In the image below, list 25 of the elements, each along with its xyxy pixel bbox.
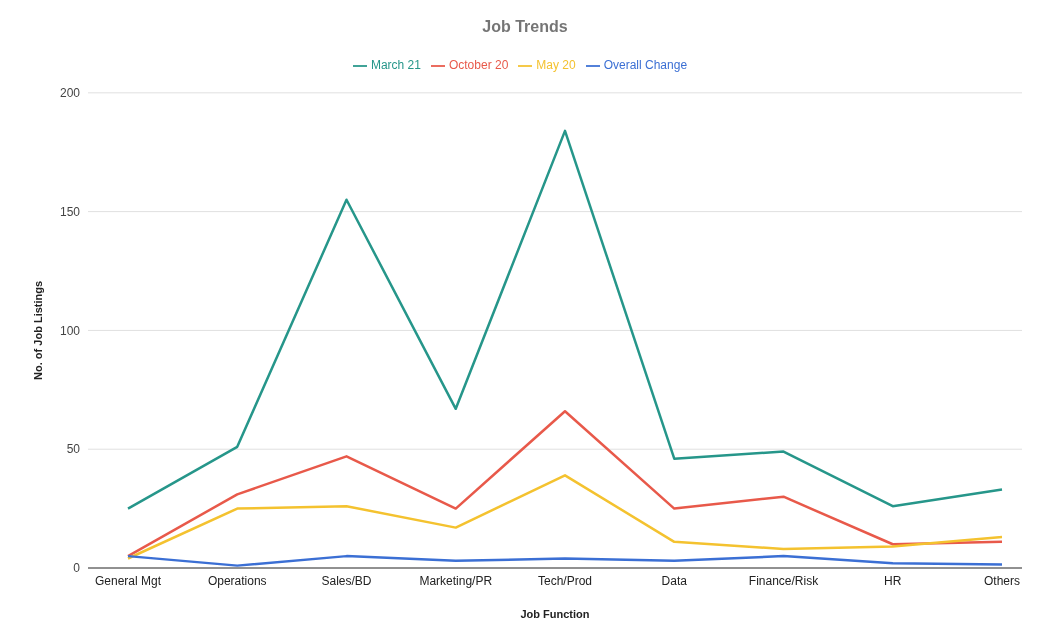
x-axis-title: Job Function (520, 608, 590, 620)
x-tick-label: Others (983, 573, 1021, 588)
line-series (126, 409, 1004, 558)
x-tick-label: Sales/BD (321, 573, 372, 588)
legend-label: October 20 (448, 58, 509, 72)
chart-title: Job Trends (481, 17, 569, 37)
legend-label: Overall Change (603, 58, 688, 72)
line-series (126, 554, 1004, 567)
y-axis-title: No. of Job Listings (31, 280, 44, 380)
y-tick-label: 150 (59, 204, 81, 219)
line-series (126, 474, 1004, 560)
y-tick-label: 50 (66, 442, 81, 457)
y-tick-label: 100 (59, 323, 81, 338)
x-tick-label: Finance/Risk (748, 573, 820, 588)
x-tick-label: Operations (207, 573, 267, 588)
x-tick-label: Marketing/PR (419, 573, 493, 588)
line-series (126, 129, 1004, 510)
x-tick-label: General Mgt (94, 573, 162, 588)
x-tick-label: Tech/Prod (537, 573, 593, 588)
y-tick-label: 0 (73, 561, 81, 576)
legend-label: March 21 (370, 58, 421, 72)
y-tick-label: 200 (59, 86, 81, 101)
x-tick-label: HR (884, 573, 902, 588)
legend-label: May 20 (536, 58, 576, 72)
x-tick-label: Data (661, 573, 688, 588)
